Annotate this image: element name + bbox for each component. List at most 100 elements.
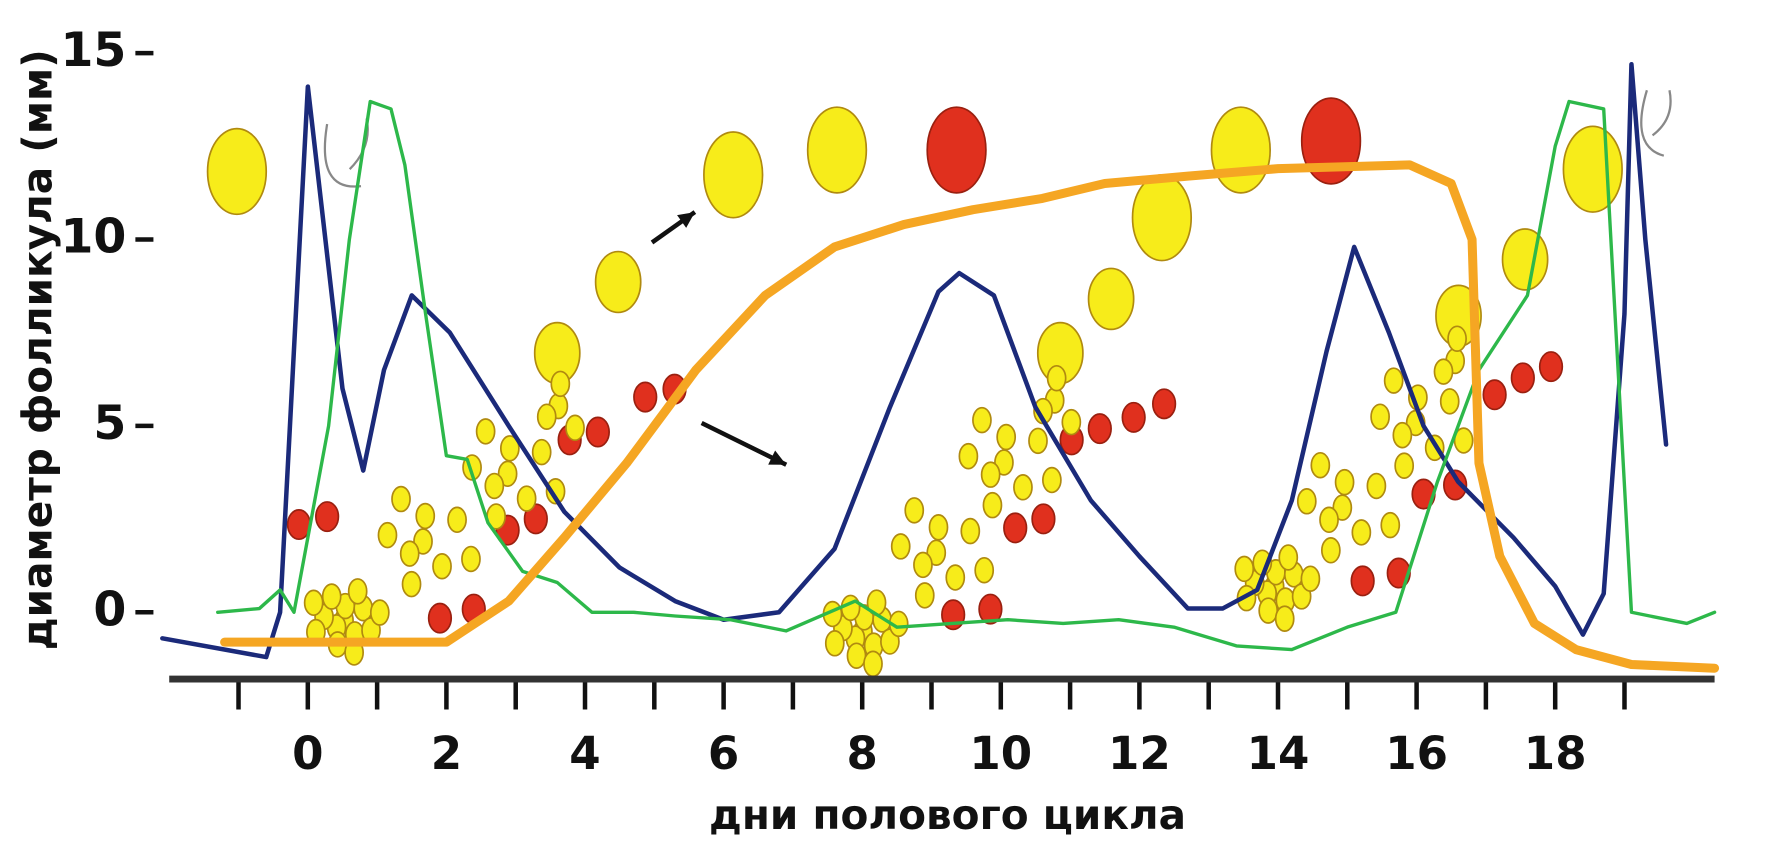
yellow-follicle bbox=[905, 498, 923, 523]
yellow-follicle bbox=[1298, 489, 1316, 514]
red-follicle bbox=[1153, 389, 1176, 418]
yellow-follicle bbox=[305, 590, 323, 615]
yellow-follicle bbox=[826, 631, 844, 656]
x-tick-label: 0 bbox=[292, 727, 323, 780]
yellow-follicle bbox=[842, 595, 860, 620]
yellow-follicle bbox=[538, 404, 556, 429]
yellow-follicle bbox=[1395, 453, 1413, 478]
yellow-follicle bbox=[808, 107, 867, 193]
yellow-follicle bbox=[401, 541, 419, 566]
y-tick-label: 5 bbox=[93, 396, 126, 451]
red-follicle bbox=[1004, 513, 1027, 542]
yellow-follicle bbox=[1367, 474, 1385, 499]
yellow-follicle bbox=[1352, 520, 1370, 545]
chart: 024681012141618051015 дни полового цикла… bbox=[0, 0, 1771, 846]
yellow-follicle bbox=[1381, 513, 1399, 538]
yellow-follicle bbox=[1048, 366, 1066, 391]
red-follicle bbox=[429, 603, 452, 632]
yellow-follicle bbox=[1235, 557, 1253, 582]
red-follicle bbox=[1540, 352, 1563, 381]
yellow-follicle bbox=[1385, 368, 1403, 393]
series-line bbox=[225, 165, 1715, 668]
yellow-follicle bbox=[1259, 598, 1277, 623]
yellow-follicle bbox=[1441, 389, 1459, 414]
yellow-follicle bbox=[1371, 404, 1389, 429]
page: {"chart_data": {"type": "line", "ylabel"… bbox=[0, 0, 1771, 846]
yellow-follicle bbox=[983, 493, 1001, 518]
yellow-follicle bbox=[551, 371, 569, 396]
yellow-follicle bbox=[997, 425, 1015, 450]
y-tick-label: 0 bbox=[93, 582, 126, 637]
red-follicle bbox=[1089, 414, 1112, 443]
yellow-follicle bbox=[392, 487, 410, 512]
yellow-follicle bbox=[1043, 468, 1061, 493]
yellow-follicle bbox=[462, 547, 480, 572]
red-follicle bbox=[1351, 566, 1374, 595]
corpus-sketch bbox=[1641, 90, 1670, 155]
x-tick-label: 2 bbox=[431, 727, 462, 780]
yellow-follicle bbox=[704, 132, 763, 218]
yellow-follicle bbox=[371, 600, 389, 625]
yellow-follicle bbox=[982, 462, 1000, 487]
red-follicle bbox=[1032, 504, 1055, 533]
y-tick-label: 10 bbox=[60, 209, 126, 264]
yellow-follicle bbox=[1014, 475, 1032, 500]
yellow-follicle bbox=[1276, 606, 1294, 631]
yellow-follicle bbox=[1322, 538, 1340, 563]
yellow-follicle bbox=[916, 583, 934, 608]
yellow-follicle bbox=[518, 486, 536, 511]
yellow-follicle bbox=[403, 572, 421, 597]
red-follicle bbox=[1483, 380, 1506, 409]
yellow-follicle bbox=[1503, 229, 1548, 290]
yellow-follicle bbox=[349, 579, 367, 604]
yellow-follicle bbox=[892, 534, 910, 559]
red-follicle bbox=[587, 417, 610, 446]
yellow-follicle bbox=[416, 504, 434, 529]
x-axis-label: дни полового цикла bbox=[709, 791, 1186, 839]
red-follicle bbox=[634, 382, 657, 411]
yellow-follicle bbox=[378, 523, 396, 548]
yellow-follicle bbox=[1393, 423, 1411, 448]
x-tick-label: 4 bbox=[569, 727, 600, 780]
yellow-follicle bbox=[1133, 175, 1192, 261]
x-tick-label: 10 bbox=[969, 727, 1032, 780]
yellow-follicle bbox=[1434, 359, 1452, 384]
yellow-follicle bbox=[1311, 453, 1329, 478]
red-follicle bbox=[316, 502, 339, 531]
yellow-follicle bbox=[323, 584, 341, 609]
x-tick-label: 12 bbox=[1108, 727, 1171, 780]
x-tick-label: 18 bbox=[1524, 727, 1587, 780]
yellow-follicle bbox=[533, 440, 551, 465]
yellow-follicle bbox=[1089, 268, 1134, 329]
follicle-illustration bbox=[208, 90, 1671, 676]
yellow-follicle bbox=[929, 515, 947, 540]
red-follicle bbox=[1512, 363, 1535, 392]
yellow-follicle bbox=[1029, 428, 1047, 453]
yellow-follicle bbox=[433, 554, 451, 579]
yellow-follicle bbox=[864, 651, 882, 676]
yellow-follicle bbox=[914, 553, 932, 578]
yellow-follicle bbox=[847, 643, 865, 668]
yellow-follicle bbox=[1563, 126, 1622, 212]
yellow-follicle bbox=[596, 252, 641, 313]
yellow-follicle bbox=[1336, 470, 1354, 495]
yellow-follicle bbox=[566, 415, 584, 440]
yellow-follicle bbox=[1062, 410, 1080, 435]
y-tick-label: 15 bbox=[60, 23, 126, 78]
yellow-follicle bbox=[959, 444, 977, 469]
yellow-follicle bbox=[975, 558, 993, 583]
x-tick-label: 14 bbox=[1247, 727, 1310, 780]
yellow-follicle bbox=[477, 419, 495, 444]
x-tick-label: 16 bbox=[1385, 727, 1448, 780]
yellow-follicle bbox=[961, 519, 979, 544]
yellow-follicle bbox=[1448, 326, 1466, 351]
yellow-follicle bbox=[1320, 507, 1338, 532]
y-axis-label: диаметр фолликула (мм) bbox=[14, 49, 62, 650]
yellow-follicle bbox=[1301, 566, 1319, 591]
yellow-follicle bbox=[1279, 545, 1297, 570]
yellow-follicle bbox=[1211, 107, 1270, 193]
yellow-follicle bbox=[946, 565, 964, 590]
yellow-follicle bbox=[485, 474, 503, 499]
yellow-follicle bbox=[208, 129, 267, 215]
